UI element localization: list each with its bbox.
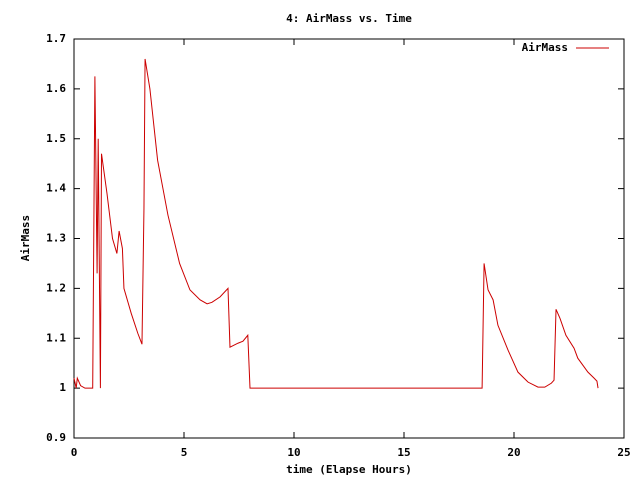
y-tick-label: 1.1 <box>46 331 66 344</box>
legend-label: AirMass <box>522 41 568 54</box>
y-tick-label: 1.7 <box>46 32 66 45</box>
plot-frame <box>73 38 625 439</box>
y-tick-label: 1.6 <box>46 82 66 95</box>
data-line <box>73 58 599 389</box>
y-tick-label: 1.4 <box>46 182 66 195</box>
y-tick-label: 1.2 <box>46 281 66 294</box>
y-tick-label: 1.5 <box>46 132 66 145</box>
x-tick-label: 10 <box>287 446 300 459</box>
x-tick-label: 15 <box>397 446 410 459</box>
x-tick-label: 5 <box>181 446 188 459</box>
x-tick-label: 20 <box>507 446 520 459</box>
x-tick-label: 0 <box>71 446 78 459</box>
y-tick-label: 0.9 <box>46 431 66 444</box>
x-tick-label: 25 <box>617 446 630 459</box>
chart-title: 4: AirMass vs. Time <box>286 12 412 25</box>
y-tick-label: 1.3 <box>46 232 66 245</box>
x-axis-label: time (Elapse Hours) <box>286 463 412 476</box>
y-axis-label: AirMass <box>19 215 32 261</box>
y-tick-label: 1 <box>59 381 66 394</box>
